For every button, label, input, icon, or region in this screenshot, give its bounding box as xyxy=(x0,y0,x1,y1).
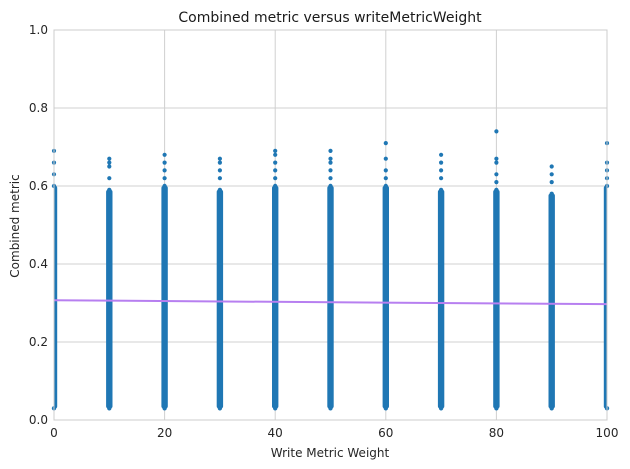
scatter-point xyxy=(107,164,112,169)
point-strip xyxy=(548,193,555,409)
point-strip xyxy=(437,189,445,409)
scatter-point xyxy=(383,183,388,189)
x-tick-label: 100 xyxy=(596,426,619,440)
y-tick-label: 0.0 xyxy=(29,413,48,427)
trend-line-group xyxy=(53,299,608,306)
y-tick-labels: 0.0 0.2 0.4 0.6 0.8 1.0 xyxy=(29,23,48,427)
scatter-point xyxy=(328,406,333,411)
point-strip xyxy=(382,186,389,409)
point-strip xyxy=(161,186,168,409)
scatter-point xyxy=(273,168,278,173)
scatter-point xyxy=(217,406,223,411)
chart-title: Combined metric versus writeMetricWeight xyxy=(178,10,482,26)
scatter-point xyxy=(439,168,444,173)
x-tick-labels: 0 20 40 60 80 100 xyxy=(50,426,618,440)
x-tick-label: 20 xyxy=(157,426,172,440)
scatter-point xyxy=(383,156,388,161)
trend-line xyxy=(53,299,608,306)
scatter-point xyxy=(217,187,223,193)
scatter-point xyxy=(217,168,222,173)
scatter-point xyxy=(273,183,278,189)
scatter-point xyxy=(107,160,112,165)
scatter-point xyxy=(273,160,278,165)
scatter-point xyxy=(383,168,388,173)
scatter-point xyxy=(494,180,499,185)
point-strip xyxy=(327,186,334,409)
y-tick-label: 0.2 xyxy=(29,335,48,349)
y-tick-label: 0.6 xyxy=(29,179,48,193)
point-strip xyxy=(603,186,607,409)
scatter-point xyxy=(273,148,278,153)
scatter-point xyxy=(328,156,333,161)
scatter-point xyxy=(439,152,444,157)
scatter-point xyxy=(328,168,333,173)
point-strip xyxy=(54,186,58,409)
scatter-point xyxy=(107,187,112,193)
x-tick-label: 80 xyxy=(489,426,504,440)
scatter-points xyxy=(51,129,610,411)
x-axis-label: Write Metric Weight xyxy=(271,446,390,460)
scatter-point xyxy=(328,176,333,181)
x-tick-label: 40 xyxy=(268,426,283,440)
y-tick-label: 1.0 xyxy=(29,23,48,37)
x-tick-label: 0 xyxy=(50,426,58,440)
scatter-point xyxy=(438,406,444,411)
scatter-point xyxy=(494,172,499,177)
scatter-strips xyxy=(54,186,607,409)
scatter-point xyxy=(383,141,388,146)
y-axis-label: Combined metric xyxy=(8,174,22,277)
scatter-point xyxy=(549,172,554,177)
scatter-point xyxy=(494,187,499,193)
scatter-point xyxy=(217,160,222,165)
scatter-point xyxy=(328,148,333,153)
scatter-point xyxy=(438,187,444,193)
scatter-point xyxy=(107,176,112,181)
scatter-point xyxy=(383,406,388,411)
y-tick-label: 0.8 xyxy=(29,101,48,115)
scatter-point xyxy=(439,160,444,165)
scatter-point xyxy=(162,152,167,157)
scatter-point xyxy=(439,176,444,181)
scatter-point xyxy=(273,406,278,411)
point-strip xyxy=(493,189,500,409)
point-strip xyxy=(272,186,279,409)
scatter-point xyxy=(217,176,222,181)
scatter-point xyxy=(549,406,554,411)
scatter-point xyxy=(328,160,333,165)
plot-frame xyxy=(53,29,608,421)
scatter-point xyxy=(162,160,167,165)
scatter-point xyxy=(383,176,388,181)
scatter-point xyxy=(494,406,499,411)
x-tick-label: 60 xyxy=(378,426,393,440)
scatter-point xyxy=(162,176,167,181)
scatter-point xyxy=(328,183,333,189)
point-strip xyxy=(216,189,224,409)
scatter-point xyxy=(549,191,554,196)
scatter-point xyxy=(107,406,112,411)
scatter-point xyxy=(494,129,499,134)
scatter-point xyxy=(162,406,167,411)
scatter-point xyxy=(107,156,112,161)
point-strip xyxy=(106,189,113,409)
scatter-point xyxy=(273,176,278,181)
scatter-point xyxy=(494,156,499,161)
y-tick-label: 0.4 xyxy=(29,257,48,271)
scatter-point xyxy=(162,183,167,189)
scatter-point xyxy=(217,156,222,161)
scatter-point xyxy=(549,180,554,185)
scatter-point xyxy=(549,164,554,169)
scatter-point xyxy=(273,152,278,157)
scatter-point xyxy=(162,168,167,173)
scatter-point xyxy=(494,160,499,165)
